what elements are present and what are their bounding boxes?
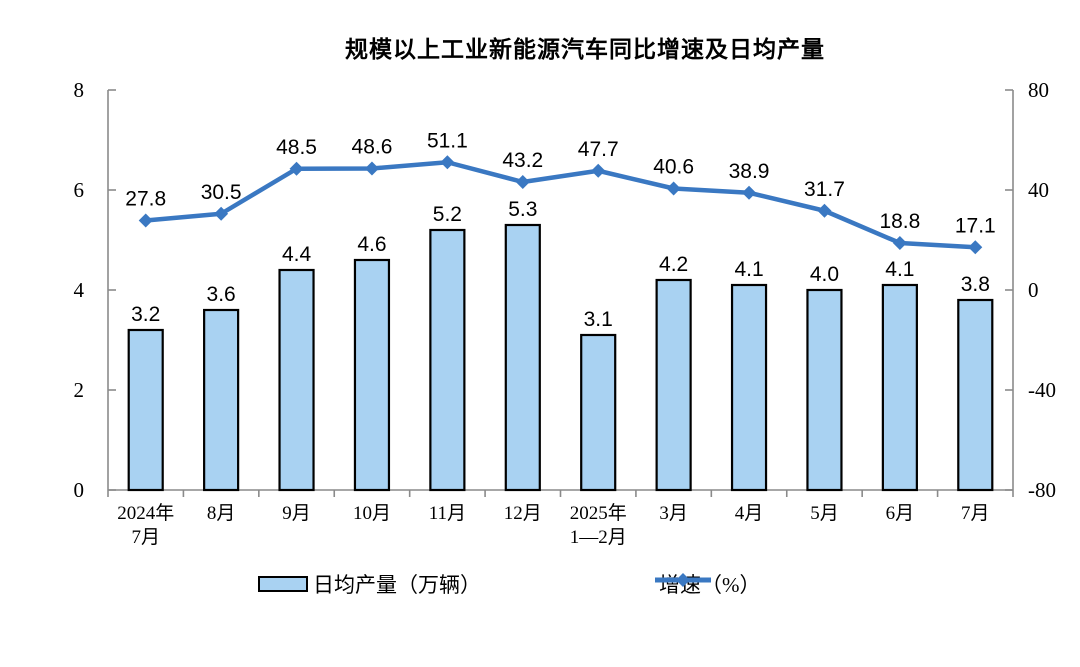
line-label-0: 27.8 <box>125 188 166 211</box>
bar-label-6: 3.1 <box>584 308 613 331</box>
bar-10 <box>881 283 918 492</box>
right-axis-tick-label: 0 <box>1028 278 1039 302</box>
chart-legend: 日均产量（万辆） 增速（%） <box>0 571 1080 601</box>
x-category-label-7: 3月 <box>659 503 688 524</box>
line-marker-1 <box>214 206 229 221</box>
line-marker-7 <box>666 181 681 196</box>
bar-7 <box>655 278 692 492</box>
x-category-label-9: 5月 <box>810 503 839 524</box>
bar-6 <box>580 333 617 492</box>
x-category-label-8: 4月 <box>735 503 764 524</box>
bar-label-11: 3.8 <box>961 273 990 296</box>
legend-entry-line: 增速（%） <box>654 571 761 597</box>
x-category-label-11: 7月 <box>961 503 990 524</box>
x-category-label-6: 2025年 <box>570 502 627 524</box>
right-axis-tick-label: -40 <box>1028 378 1056 402</box>
line-marker-5 <box>515 175 530 189</box>
x-category-label-5: 12月 <box>504 503 542 524</box>
line-label-4: 51.1 <box>427 129 468 152</box>
line-label-8: 38.9 <box>729 160 770 183</box>
line-label-11: 17.1 <box>955 214 996 237</box>
line-label-5: 43.2 <box>502 149 543 172</box>
bar-2 <box>278 268 315 492</box>
line-marker-10 <box>892 236 907 250</box>
line-series-swatch <box>655 573 711 587</box>
line-label-1: 30.5 <box>201 181 242 204</box>
left-axis-tick-label: 0 <box>74 478 85 502</box>
line-marker-4 <box>440 155 455 170</box>
legend-bar-label: 日均产量（万辆） <box>313 573 481 597</box>
bar-0 <box>127 328 164 492</box>
legend-line-label: 增速（%） <box>659 573 761 597</box>
right-axis-tick-label: -80 <box>1028 478 1056 502</box>
line-marker-3 <box>364 161 379 176</box>
bar-4 <box>429 228 466 492</box>
x-category-label-4: 11月 <box>429 503 466 524</box>
bar-9 <box>806 288 843 492</box>
x-category-label-6: 1—2月 <box>570 527 627 548</box>
bar-1 <box>203 308 240 492</box>
line-marker-9 <box>817 203 832 218</box>
left-axis-tick-label: 4 <box>74 278 85 302</box>
chart-title: 规模以上工业新能源汽车同比增速及日均产量 <box>345 36 825 62</box>
line-marker-11 <box>968 240 983 255</box>
x-category-label-10: 6月 <box>886 503 915 524</box>
bar-series-swatch <box>258 576 308 592</box>
bar-label-4: 5.2 <box>433 203 462 226</box>
line-label-3: 48.6 <box>352 136 393 159</box>
line-label-10: 18.8 <box>879 210 920 233</box>
bar-11 <box>957 298 994 492</box>
x-category-label-3: 10月 <box>353 503 391 524</box>
bar-label-0: 3.2 <box>131 303 160 326</box>
bar-label-2: 4.4 <box>282 243 312 266</box>
bar-label-9: 4.0 <box>810 263 839 286</box>
x-category-label-1: 8月 <box>207 503 236 524</box>
left-axis-tick-label: 6 <box>74 178 85 202</box>
legend-entry-bar: 日均产量（万辆） <box>258 571 481 597</box>
line-label-2: 48.5 <box>276 136 317 159</box>
line-marker-6 <box>591 163 606 178</box>
right-axis-tick-label: 40 <box>1028 178 1049 202</box>
combo-chart: 0 2 4 6 8 80 40 0 -40 -80 3.2 3.6 4.4 4.6 5.2 5.3 3.1 4.2… <box>74 78 1057 548</box>
line-label-9: 31.7 <box>804 178 845 201</box>
right-axis-tick-label: 80 <box>1028 78 1049 102</box>
left-axis-tick-label: 2 <box>74 378 85 402</box>
line-marker-8 <box>742 185 757 200</box>
x-category-label-0: 7月 <box>131 527 160 548</box>
line-marker-2 <box>289 161 304 176</box>
bar-label-7: 4.2 <box>659 253 688 276</box>
line-label-7: 40.6 <box>653 156 694 179</box>
bar-label-10: 4.1 <box>885 258 914 281</box>
bar-label-3: 4.6 <box>357 233 386 256</box>
bar-8 <box>730 283 768 492</box>
line-label-6: 47.7 <box>578 138 619 161</box>
bar-3 <box>353 258 391 492</box>
growth-line <box>143 160 978 250</box>
bar-label-1: 3.6 <box>207 283 236 306</box>
bar-5 <box>504 223 541 492</box>
left-axis-tick-label: 8 <box>74 78 85 102</box>
x-category-label-0: 2024年 <box>117 502 174 524</box>
x-category-label-2: 9月 <box>282 503 311 524</box>
bar-label-8: 4.1 <box>734 258 763 281</box>
line-marker-0 <box>138 213 153 228</box>
bar-label-5: 5.3 <box>508 198 537 221</box>
